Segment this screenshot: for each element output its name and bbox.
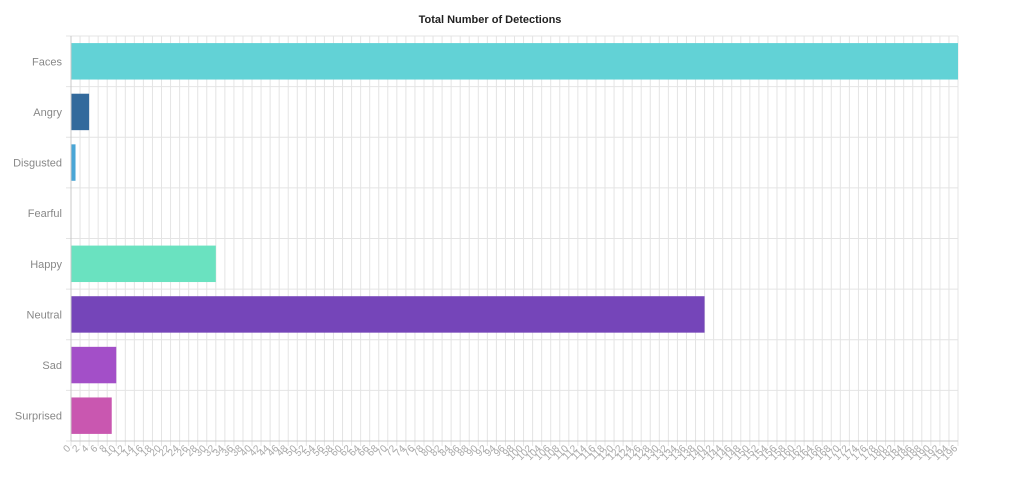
bar-surprised[interactable] — [71, 397, 112, 434]
bar-disgusted[interactable] — [71, 144, 76, 181]
bar-faces[interactable] — [71, 43, 958, 80]
x-tick-labels: 0246810121416182022242628303234363840424… — [61, 443, 960, 463]
category-label: Faces — [32, 56, 62, 68]
grid — [66, 35, 959, 446]
category-labels: Faces Angry Disgusted Fearful Happy Neutral Sa… — [13, 56, 62, 422]
bar-sad[interactable] — [71, 346, 117, 384]
category-label: Happy — [30, 259, 62, 271]
category-label: Fearful — [28, 208, 62, 220]
chart-title: Total Number of Detections — [419, 14, 562, 26]
bar-happy[interactable] — [71, 245, 216, 283]
category-label: Angry — [33, 107, 62, 119]
category-label: Disgusted — [13, 158, 62, 170]
category-label: Neutral — [27, 309, 62, 321]
bar-angry[interactable] — [71, 93, 90, 131]
bars — [71, 43, 958, 434]
axes — [70, 36, 958, 442]
category-label: Sad — [42, 360, 62, 372]
bar-neutral[interactable] — [71, 296, 705, 333]
category-label: Surprised — [15, 411, 62, 423]
